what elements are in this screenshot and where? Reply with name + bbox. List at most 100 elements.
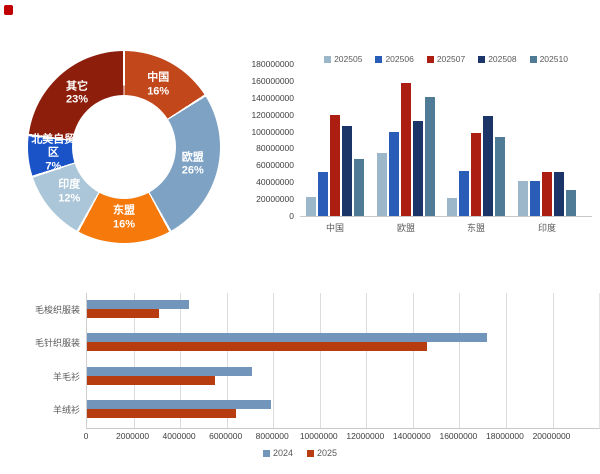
bar-202510-东盟: [495, 137, 505, 216]
gridline: [273, 293, 274, 428]
category-label-东盟: 东盟: [466, 223, 485, 233]
donut-slice-label-2: 东盟 16%: [113, 204, 135, 232]
bar-202506-印度: [530, 181, 540, 216]
legend-label-202507: 202507: [436, 54, 466, 64]
x-axis-tick-label: 20000000: [532, 431, 571, 441]
hbar-2024-羊毛衫: [87, 366, 252, 376]
bar-group-欧盟: [377, 64, 435, 216]
monthly-chart-legend: 202505 202506 202507 202508 202510: [298, 54, 594, 64]
legend-item-202508: 202508: [478, 54, 517, 64]
donut-hole: [72, 95, 176, 199]
legend-label-202508: 202508: [488, 54, 517, 64]
y-axis-tick-label: 160000000: [251, 75, 294, 86]
category-label-印度: 印度: [537, 223, 556, 233]
hbar-2024-毛梭织服装: [87, 300, 189, 309]
x-axis-tick-label: 18000000: [486, 431, 524, 441]
y-axis-tick-label: 100000000: [251, 126, 294, 137]
bar-202508-欧盟: [413, 121, 423, 216]
hbar-2024-羊绒衫: [87, 400, 271, 410]
legend-item-2025: 2025: [307, 448, 337, 458]
y-axis-tick-label: 80000000: [256, 143, 294, 154]
bar-202505-东盟: [447, 198, 457, 216]
bar-group-东盟: [447, 64, 505, 216]
gridline: [506, 293, 507, 428]
category-label-羊绒衫: 羊绒衫: [52, 405, 80, 416]
gridline: [366, 293, 367, 428]
x-axis-tick-label: 4000000: [162, 431, 196, 441]
y-axis-tick-label: 140000000: [251, 92, 294, 103]
category-label-毛针织服装: 毛针织服装: [34, 338, 80, 349]
legend-swatch-2024: [262, 449, 270, 457]
bar-202507-东盟: [471, 133, 481, 216]
x-axis-tick-label: 10000000: [299, 431, 338, 441]
legend-swatch-202505: [324, 55, 332, 63]
donut-slice-name: 其它: [66, 79, 89, 92]
legend-item-202507: 202507: [426, 54, 466, 64]
gridline: [553, 293, 554, 428]
y-axis-tick-label: 120000000: [251, 109, 294, 120]
bar-group-中国: [306, 64, 364, 216]
x-axis-tick-label: 0: [83, 431, 89, 441]
donut-slice-name: 北美自贸区: [31, 133, 76, 159]
legend-item-202506: 202506: [375, 54, 414, 64]
gridline: [413, 293, 414, 428]
bar-202505-欧盟: [377, 153, 387, 216]
legend-item-202510: 202510: [529, 54, 568, 64]
bar-202506-中国: [318, 172, 328, 216]
hbar-2024-毛针织服装: [87, 333, 487, 343]
bar-202508-中国: [342, 126, 352, 216]
x-axis-tick-label: 2000000: [116, 431, 150, 441]
y-axis-tick-label: 0: [289, 211, 294, 221]
gridline: [227, 293, 228, 428]
donut-slice-percent: 7%: [45, 160, 62, 173]
donut-slice-label-4: 北美自贸区 7%: [26, 133, 80, 174]
product-chart-legend: 2024 2025: [0, 448, 600, 458]
red-marker-icon: [4, 5, 13, 15]
donut-slice-percent: 26%: [181, 164, 204, 177]
legend-label-202505: 202505: [334, 54, 363, 64]
y-axis-tick-label: 60000000: [256, 160, 294, 171]
legend-swatch-202508: [478, 55, 486, 63]
bar-202508-东盟: [483, 116, 493, 216]
category-label-羊毛衫: 羊毛衫: [52, 371, 80, 382]
legend-swatch-2025: [307, 449, 314, 457]
legend-swatch-202507: [426, 55, 434, 63]
donut-slice-label-3: 印度 12%: [58, 179, 80, 207]
bar-202506-欧盟: [389, 132, 399, 216]
category-label-中国: 中国: [325, 223, 344, 233]
x-axis-tick-label: 8000000: [255, 431, 289, 441]
hbar-2025-毛梭织服装: [87, 309, 159, 318]
y-axis-tick-label: 180000000: [251, 59, 294, 69]
legend-item-202505: 202505: [324, 54, 362, 64]
legend-label-2024: 2024: [272, 448, 293, 458]
donut-slice-name: 欧盟: [181, 150, 204, 163]
x-axis-tick-label: 12000000: [346, 431, 385, 441]
bar-202506-东盟: [459, 171, 469, 216]
bar-202505-印度: [518, 181, 528, 216]
bar-202507-印度: [542, 172, 552, 216]
bar-202510-印度: [566, 190, 576, 216]
bar-202508-印度: [554, 172, 564, 216]
gridline: [459, 293, 460, 428]
hbar-2025-毛针织服装: [87, 342, 427, 352]
x-axis-tick-label: 6000000: [209, 431, 243, 441]
bar-202510-欧盟: [425, 97, 435, 216]
donut-slice-label-0: 中国 16%: [147, 71, 169, 99]
category-label-毛梭织服装: 毛梭织服装: [34, 305, 80, 315]
x-axis-tick-label: 16000000: [439, 431, 478, 441]
donut-slice-percent: 23%: [66, 93, 89, 106]
bar-202507-欧盟: [401, 83, 411, 216]
donut-slice-label-1: 欧盟 26%: [182, 151, 204, 179]
legend-item-2024: 2024: [262, 448, 293, 458]
bar-202505-中国: [306, 197, 316, 216]
y-axis-tick-label: 40000000: [256, 177, 294, 188]
legend-label-202506: 202506: [385, 54, 414, 64]
donut-slice-percent: 12%: [58, 192, 81, 205]
gridline: [134, 293, 135, 428]
legend-label-2025: 2025: [317, 448, 338, 458]
category-label-欧盟: 欧盟: [396, 223, 415, 233]
donut-slice-percent: 16%: [112, 218, 136, 230]
bar-group-印度: [518, 64, 576, 216]
legend-swatch-202506: [375, 55, 383, 63]
